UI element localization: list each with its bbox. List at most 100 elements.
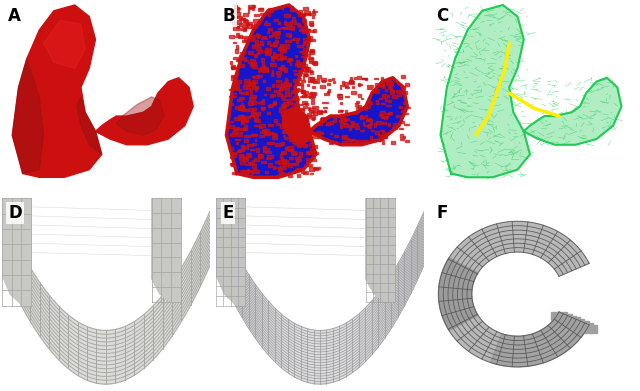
Polygon shape (234, 93, 236, 94)
Polygon shape (306, 132, 309, 135)
Polygon shape (310, 49, 314, 52)
Polygon shape (241, 115, 244, 118)
Polygon shape (303, 144, 307, 147)
Polygon shape (292, 38, 299, 40)
Polygon shape (296, 159, 299, 162)
Polygon shape (275, 19, 278, 21)
Polygon shape (255, 139, 257, 141)
Polygon shape (301, 26, 306, 30)
Polygon shape (286, 45, 289, 48)
Polygon shape (255, 39, 259, 43)
Polygon shape (321, 118, 324, 122)
Polygon shape (239, 18, 244, 20)
Polygon shape (272, 133, 274, 136)
Text: A: A (8, 7, 21, 25)
Polygon shape (288, 83, 291, 86)
Text: B: B (222, 7, 235, 25)
Polygon shape (278, 30, 280, 34)
Polygon shape (279, 88, 282, 91)
Polygon shape (234, 117, 239, 120)
Polygon shape (279, 168, 284, 169)
Polygon shape (283, 167, 285, 169)
Polygon shape (317, 123, 322, 125)
Polygon shape (236, 84, 239, 88)
Polygon shape (303, 77, 305, 80)
Polygon shape (316, 109, 317, 111)
Polygon shape (346, 86, 348, 88)
Polygon shape (266, 52, 271, 53)
Polygon shape (292, 18, 294, 21)
Polygon shape (288, 149, 293, 151)
Polygon shape (313, 61, 317, 65)
Polygon shape (278, 28, 281, 29)
Polygon shape (246, 172, 248, 176)
Polygon shape (252, 172, 257, 173)
Polygon shape (302, 51, 304, 54)
Polygon shape (239, 118, 244, 120)
Polygon shape (260, 41, 264, 45)
Polygon shape (342, 135, 347, 138)
Polygon shape (276, 123, 279, 125)
Polygon shape (239, 149, 242, 151)
Polygon shape (248, 22, 252, 24)
Polygon shape (230, 95, 232, 97)
Polygon shape (243, 28, 246, 32)
Polygon shape (297, 62, 302, 65)
Polygon shape (376, 100, 378, 102)
Polygon shape (289, 140, 291, 141)
Polygon shape (280, 53, 282, 57)
Polygon shape (284, 160, 285, 163)
Polygon shape (362, 78, 367, 79)
Polygon shape (301, 85, 303, 88)
Polygon shape (236, 72, 238, 75)
Polygon shape (239, 90, 241, 93)
Polygon shape (310, 115, 315, 119)
Polygon shape (310, 23, 314, 26)
Polygon shape (272, 84, 275, 87)
Polygon shape (291, 9, 294, 11)
Polygon shape (384, 136, 387, 138)
Polygon shape (254, 125, 259, 126)
Polygon shape (248, 83, 252, 86)
Polygon shape (216, 212, 424, 384)
Polygon shape (284, 164, 287, 166)
Polygon shape (269, 142, 274, 144)
Polygon shape (386, 113, 390, 114)
Polygon shape (299, 115, 303, 118)
Polygon shape (285, 90, 289, 92)
Polygon shape (262, 71, 267, 72)
Polygon shape (239, 108, 244, 109)
Polygon shape (256, 112, 260, 115)
Polygon shape (230, 96, 232, 97)
Polygon shape (252, 25, 257, 28)
Polygon shape (301, 172, 306, 173)
Polygon shape (258, 68, 260, 72)
Polygon shape (229, 125, 234, 128)
Polygon shape (360, 130, 364, 131)
Polygon shape (359, 140, 363, 143)
Polygon shape (399, 128, 403, 129)
Polygon shape (250, 149, 255, 150)
Polygon shape (262, 63, 264, 66)
Polygon shape (316, 131, 321, 134)
Polygon shape (285, 147, 288, 148)
Polygon shape (335, 141, 337, 142)
Polygon shape (345, 96, 349, 97)
Polygon shape (307, 113, 311, 116)
Polygon shape (280, 45, 283, 47)
Polygon shape (367, 119, 372, 121)
Polygon shape (309, 93, 315, 97)
Polygon shape (268, 41, 270, 43)
Polygon shape (282, 117, 284, 120)
Polygon shape (358, 94, 361, 97)
Polygon shape (262, 81, 265, 82)
Polygon shape (347, 118, 349, 120)
Polygon shape (250, 115, 254, 116)
Polygon shape (303, 106, 307, 108)
Polygon shape (370, 136, 372, 140)
Polygon shape (252, 143, 256, 145)
Polygon shape (388, 79, 391, 83)
Polygon shape (265, 48, 271, 52)
Polygon shape (399, 139, 404, 140)
Polygon shape (241, 121, 244, 124)
